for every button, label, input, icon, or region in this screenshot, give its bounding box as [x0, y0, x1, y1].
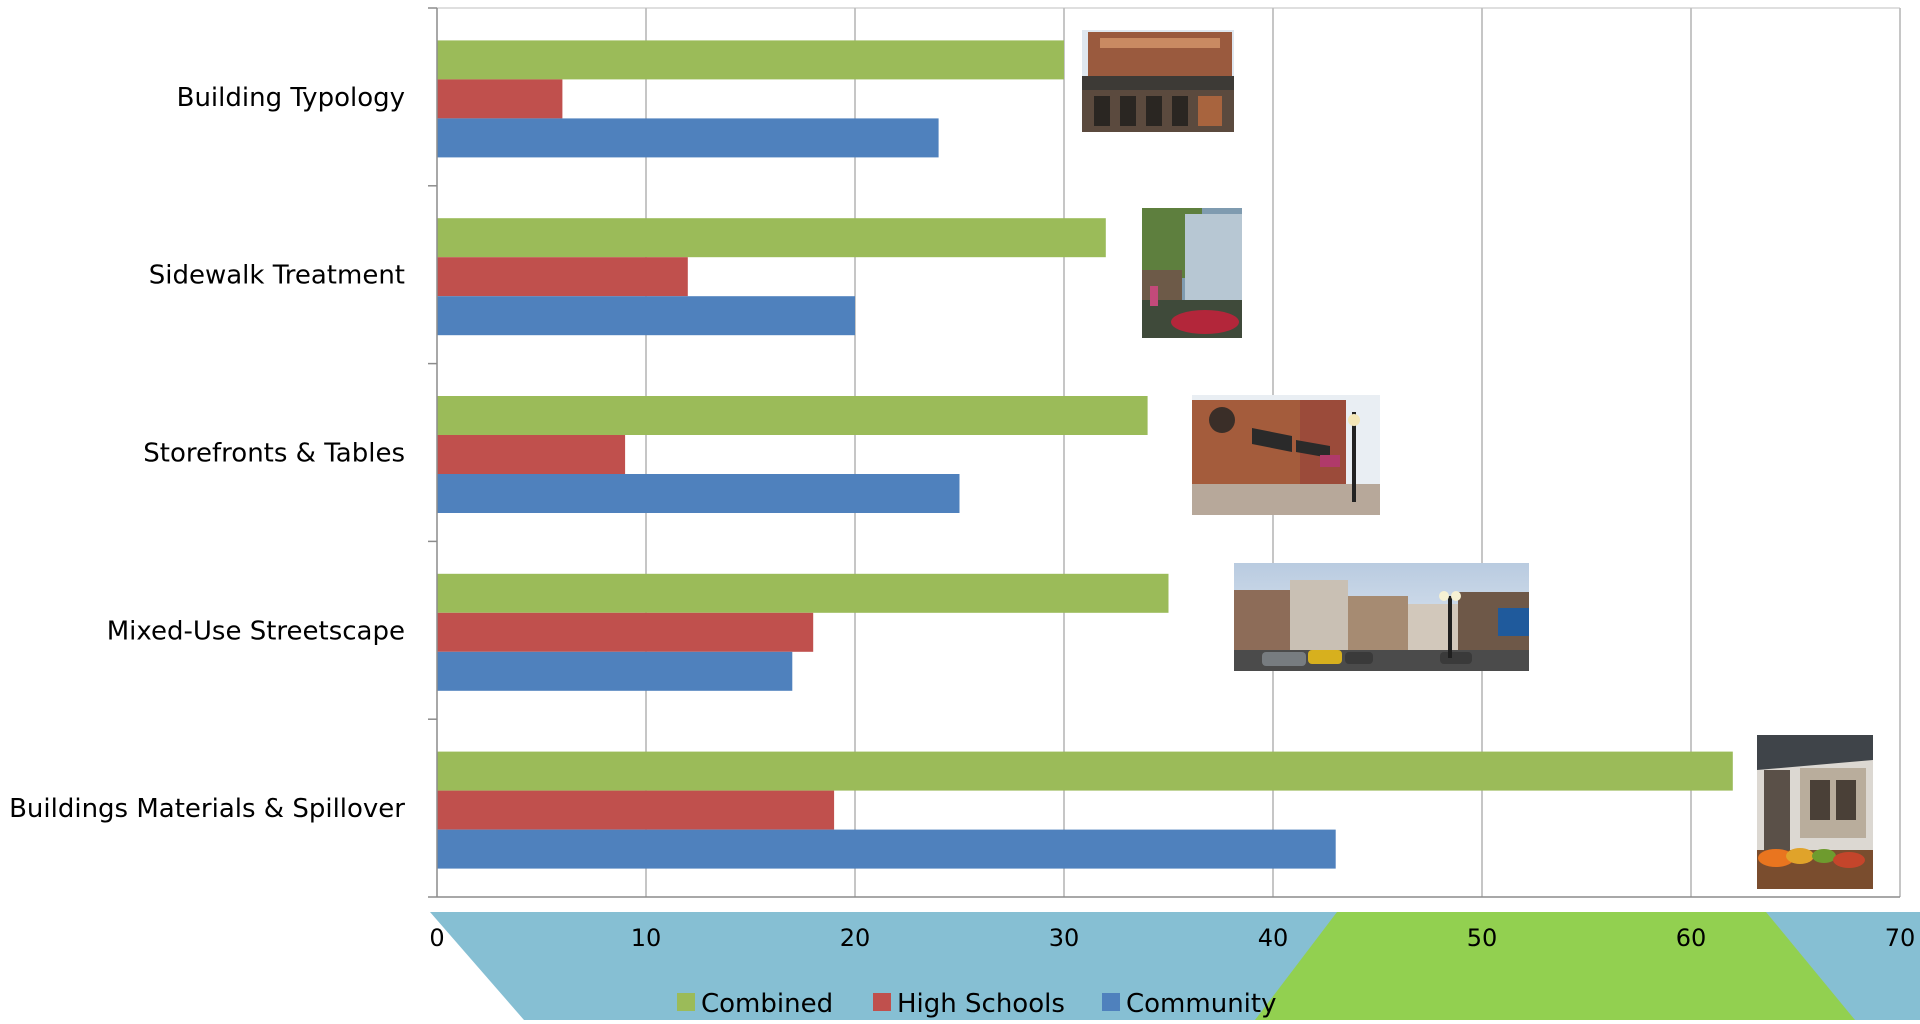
bar-high-schools-building-typology: [437, 79, 563, 119]
x-tick-label-10: 10: [631, 924, 662, 952]
x-tick-label-30: 30: [1049, 924, 1080, 952]
legend-label-high-schools: High Schools: [897, 989, 1065, 1019]
x-tick-label-50: 50: [1467, 924, 1498, 952]
mixed-use-street-photo: [1234, 563, 1529, 671]
photos: [1082, 30, 1873, 889]
x-tick-label-0: 0: [429, 924, 444, 952]
bar-community-sidewalk-treatment: [437, 296, 855, 336]
x-tick-label-60: 60: [1676, 924, 1707, 952]
bar-combined-buildings-materials-and-spillover: [437, 751, 1733, 791]
bar-community-buildings-materials-and-spillover: [437, 829, 1336, 869]
storefront-building-photo: [1082, 30, 1234, 132]
decorative-band: [430, 912, 1920, 1020]
legend-swatch-high-schools: [873, 993, 891, 1011]
sidewalk-street-photo: [1142, 208, 1242, 338]
bar-combined-sidewalk-treatment: [437, 218, 1106, 258]
category-label-storefronts-and-tables: Storefronts & Tables: [143, 439, 405, 469]
market-produce-photo: [1757, 735, 1873, 889]
category-label-building-typology: Building Typology: [177, 83, 405, 113]
bar-high-schools-sidewalk-treatment: [437, 257, 688, 297]
x-tick-label-40: 40: [1258, 924, 1289, 952]
x-tick-label-70: 70: [1885, 924, 1916, 952]
legend-swatch-community: [1102, 993, 1120, 1011]
legend: Combined High Schools Community: [677, 989, 1276, 1019]
legend-label-combined: Combined: [701, 989, 833, 1019]
bar-combined-mixed-use-streetscape: [437, 573, 1169, 613]
bar-high-schools-storefronts-and-tables: [437, 435, 626, 474]
bar-high-schools-buildings-materials-and-spillover: [437, 790, 835, 830]
category-label-sidewalk-treatment: Sidewalk Treatment: [149, 261, 405, 291]
x-tick-label-20: 20: [840, 924, 871, 952]
storefronts-awnings-photo: [1192, 395, 1380, 515]
bars: [437, 40, 1733, 869]
axes: [428, 7, 1900, 898]
band-green-shape: [1255, 912, 1855, 1020]
bar-community-building-typology: [437, 118, 939, 158]
category-labels: Building Typology Sidewalk Treatment Store…: [9, 83, 405, 824]
category-label-mixed-use-streetscape: Mixed-Use Streetscape: [107, 616, 405, 646]
bar-combined-building-typology: [437, 40, 1064, 80]
bar-community-mixed-use-streetscape: [437, 651, 793, 691]
bar-high-schools-mixed-use-streetscape: [437, 612, 814, 652]
bar-combined-storefronts-and-tables: [437, 396, 1148, 435]
legend-label-community: Community: [1126, 989, 1276, 1019]
bar-community-storefronts-and-tables: [437, 474, 960, 513]
legend-swatch-combined: [677, 993, 695, 1011]
category-label-buildings-materials-and-spillover: Buildings Materials & Spillover: [9, 794, 405, 824]
x-tick-labels: 0 10 20 30 40 50 60 70: [429, 924, 1915, 952]
